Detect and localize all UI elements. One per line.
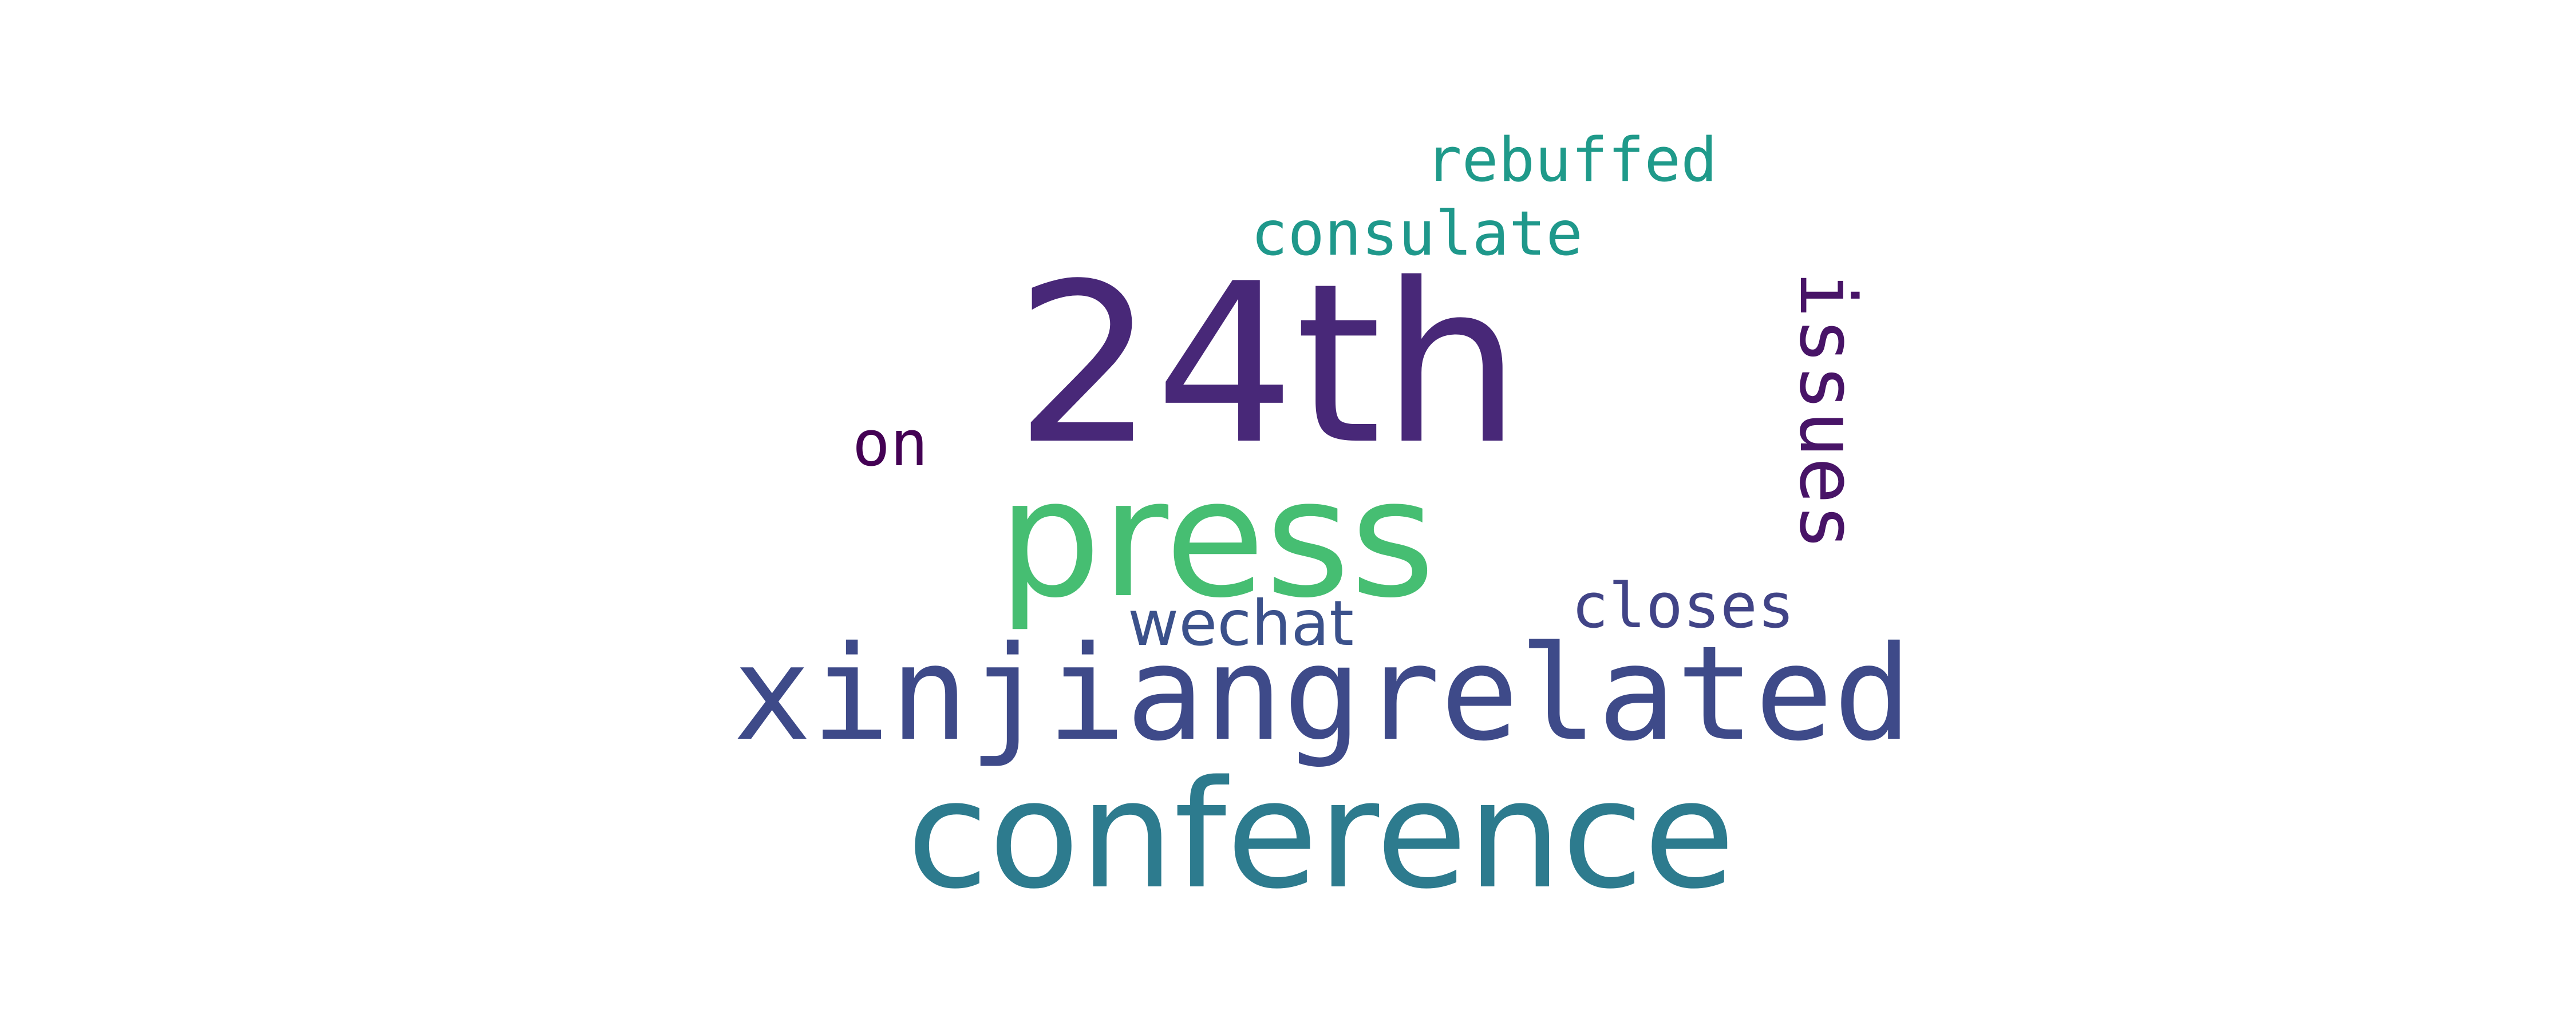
- word-rebuffed: rebuffed: [1425, 125, 1717, 196]
- word-wechat: wechat: [1128, 587, 1354, 660]
- word-consulate: consulate: [1251, 199, 1583, 270]
- word-press: press: [997, 444, 1436, 634]
- word-24th: 24th: [1014, 236, 1522, 493]
- word-on: on: [852, 407, 929, 480]
- word-closes: closes: [1571, 571, 1795, 643]
- word-conference: conference: [906, 749, 1736, 922]
- word-xinjiangrelated: xinjiangrelated: [733, 617, 1912, 770]
- word-issues: issues: [1783, 271, 1872, 550]
